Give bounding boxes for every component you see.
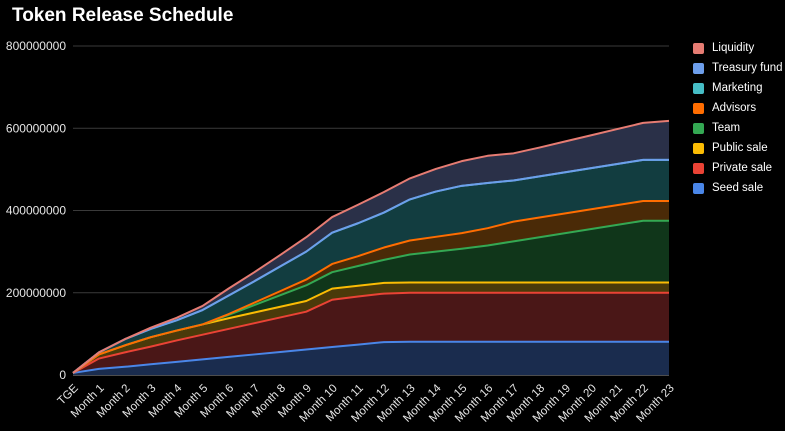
y-tick-label: 800000000: [6, 39, 66, 53]
y-tick-label: 400000000: [6, 204, 66, 218]
legend-label: Liquidity: [712, 42, 755, 54]
legend-item[interactable]: Team: [693, 118, 783, 138]
legend-label: Public sale: [712, 142, 768, 154]
legend-swatch: [693, 42, 704, 54]
legend-swatch: [693, 182, 704, 194]
legend-item[interactable]: Treasury fund: [693, 58, 783, 78]
area-team: [73, 220, 669, 373]
area-liquidity: [73, 120, 669, 373]
y-tick-label: 0: [59, 368, 66, 382]
legend-item[interactable]: Public sale: [693, 138, 783, 158]
area-marketing: [73, 159, 669, 373]
line-private-sale: [72, 291, 669, 374]
legend-swatch: [693, 82, 704, 94]
y-tick-label: 600000000: [6, 121, 66, 135]
area-seed-sale: [73, 341, 669, 375]
legend-swatch: [693, 162, 704, 174]
legend-label: Treasury fund: [712, 62, 783, 74]
legend-swatch: [693, 142, 704, 154]
line-seed-sale: [72, 340, 669, 374]
legend-item[interactable]: Private sale: [693, 158, 783, 178]
legend-label: Team: [712, 122, 741, 134]
y-tick-label: 200000000: [6, 286, 66, 300]
legend-label: Marketing: [712, 82, 763, 94]
legend-label: Private sale: [712, 162, 773, 174]
legend-item[interactable]: Advisors: [693, 98, 783, 118]
legend-item[interactable]: Seed sale: [693, 178, 783, 198]
area-advisors: [73, 201, 669, 373]
legend-swatch: [693, 62, 704, 74]
legend-swatch: [693, 102, 704, 114]
legend-item[interactable]: Marketing: [693, 78, 783, 98]
legend-label: Advisors: [712, 102, 757, 114]
legend-label: Seed sale: [712, 182, 764, 194]
line-liquidity: [72, 119, 670, 374]
line-treasury-fund: [72, 158, 669, 374]
line-advisors: [72, 200, 669, 374]
legend-item[interactable]: Liquidity: [693, 38, 783, 58]
chart-legend: Liquidity Treasury fund Marketing Advisors T…: [693, 38, 783, 198]
chart-title: Token Release Schedule: [12, 5, 234, 26]
legend-swatch: [693, 122, 704, 134]
area-private-sale: [73, 292, 669, 373]
